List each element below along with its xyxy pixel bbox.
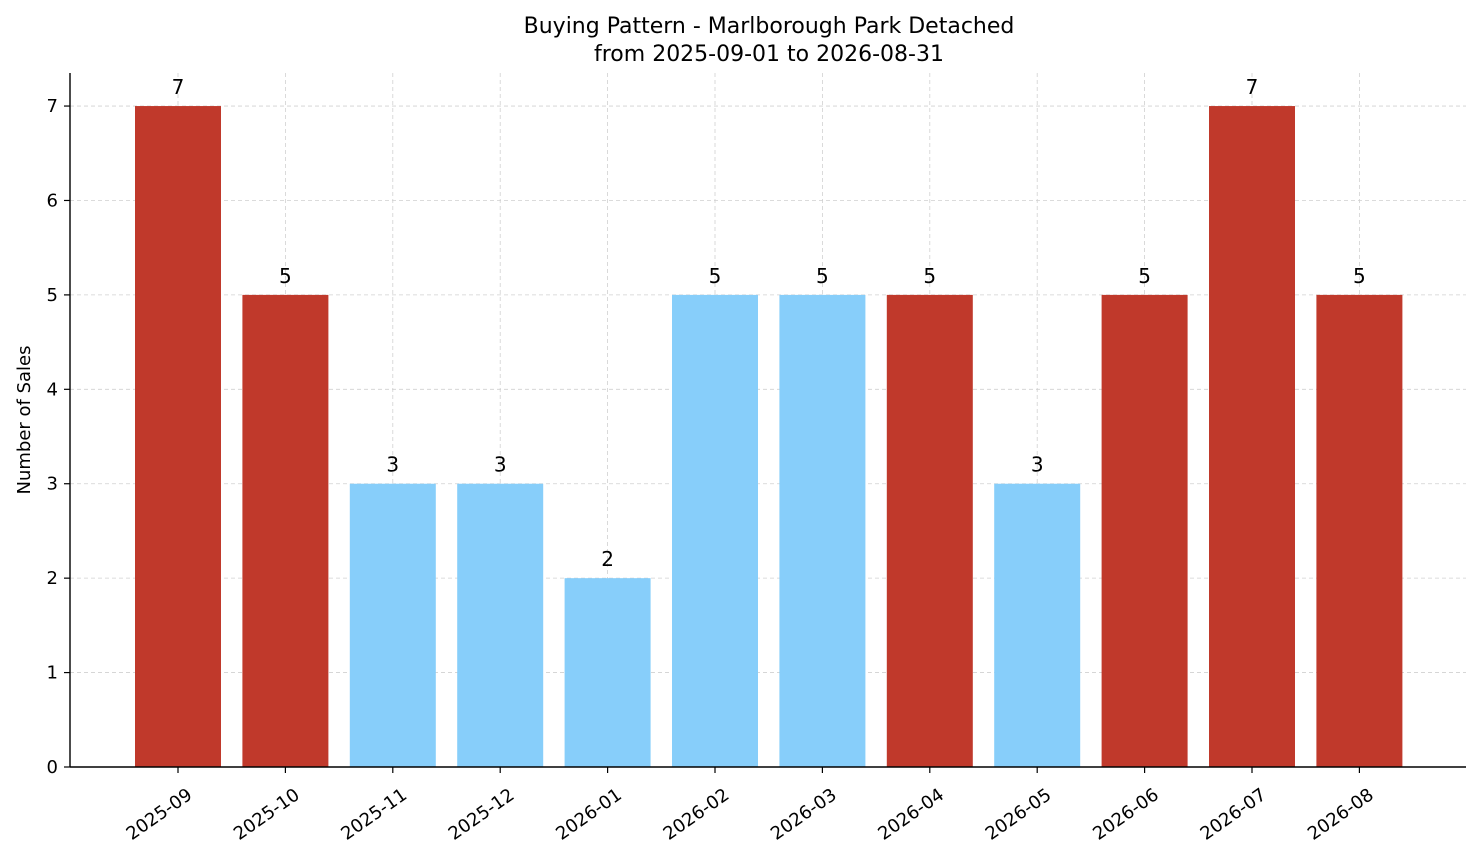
bar-2026-03	[779, 294, 866, 767]
data-label: 3	[386, 453, 399, 477]
data-label: 2	[601, 547, 614, 571]
y-tick-label: 0	[47, 757, 58, 778]
x-tick-label: 2025-10	[230, 784, 304, 844]
y-axis-label: Number of Sales	[14, 345, 35, 494]
data-label: 5	[816, 264, 829, 288]
x-tick-label: 2025-09	[123, 784, 197, 844]
chart-title: Buying Pattern - Marlborough Park Detach…	[524, 14, 1015, 39]
y-tick-label: 3	[47, 474, 58, 495]
data-label: 3	[1031, 453, 1044, 477]
bar-2026-07	[1209, 106, 1295, 768]
y-tick-label: 7	[47, 96, 58, 117]
x-tick-label: 2025-12	[445, 784, 519, 844]
x-tick-label: 2026-03	[767, 784, 841, 844]
x-tick-label: 2026-04	[874, 784, 948, 844]
bars	[135, 106, 1403, 768]
data-label: 5	[279, 264, 292, 288]
y-tick-label: 2	[47, 568, 58, 589]
bar-2025-09	[135, 106, 221, 768]
chart-subtitle: from 2025-09-01 to 2026-08-31	[594, 42, 944, 67]
data-label: 7	[1246, 75, 1259, 99]
y-tick-label: 1	[47, 663, 58, 684]
bar-2026-02	[672, 294, 758, 767]
x-tick-label: 2026-07	[1197, 784, 1271, 844]
x-tick-label: 2025-11	[337, 784, 411, 844]
y-tick-label: 5	[47, 285, 58, 306]
bar-2025-11	[349, 483, 436, 767]
y-tick-label: 4	[47, 379, 58, 400]
bar-2026-06	[1101, 294, 1188, 767]
data-label: 3	[494, 453, 507, 477]
x-tick-label: 2026-02	[660, 784, 734, 844]
data-label: 5	[1138, 264, 1151, 288]
x-tick-label: 2026-06	[1089, 784, 1163, 844]
data-label: 7	[172, 75, 185, 99]
y-tick-label: 6	[47, 190, 58, 211]
bar-2025-12	[457, 483, 544, 767]
bar-2025-10	[242, 294, 329, 767]
bar-2026-08	[1316, 294, 1403, 767]
bar-2026-01	[564, 578, 651, 767]
data-label: 5	[923, 264, 936, 288]
x-tick-label: 2026-05	[982, 784, 1056, 844]
data-labels: 7 5 3 3 2 5 5 5 3 5 7 5	[172, 75, 1366, 571]
x-tick-label: 2026-01	[552, 784, 626, 844]
data-label: 5	[709, 264, 722, 288]
bar-2026-04	[886, 294, 973, 767]
bar-2026-05	[994, 483, 1081, 767]
data-label: 5	[1353, 264, 1366, 288]
x-tick-label: 2026-08	[1304, 784, 1378, 844]
